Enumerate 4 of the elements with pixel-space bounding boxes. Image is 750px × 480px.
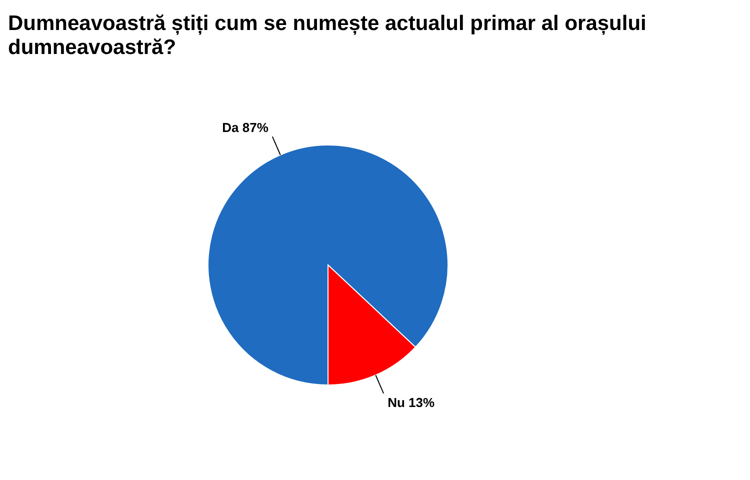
chart-title: Dumneavoastră știți cum se numește actualul primar al orașului dumneavoastră?	[8, 11, 648, 60]
slice-label: Da 87%	[222, 120, 269, 135]
slice-label: Nu 13%	[388, 395, 435, 410]
pie-slice	[208, 144, 448, 386]
